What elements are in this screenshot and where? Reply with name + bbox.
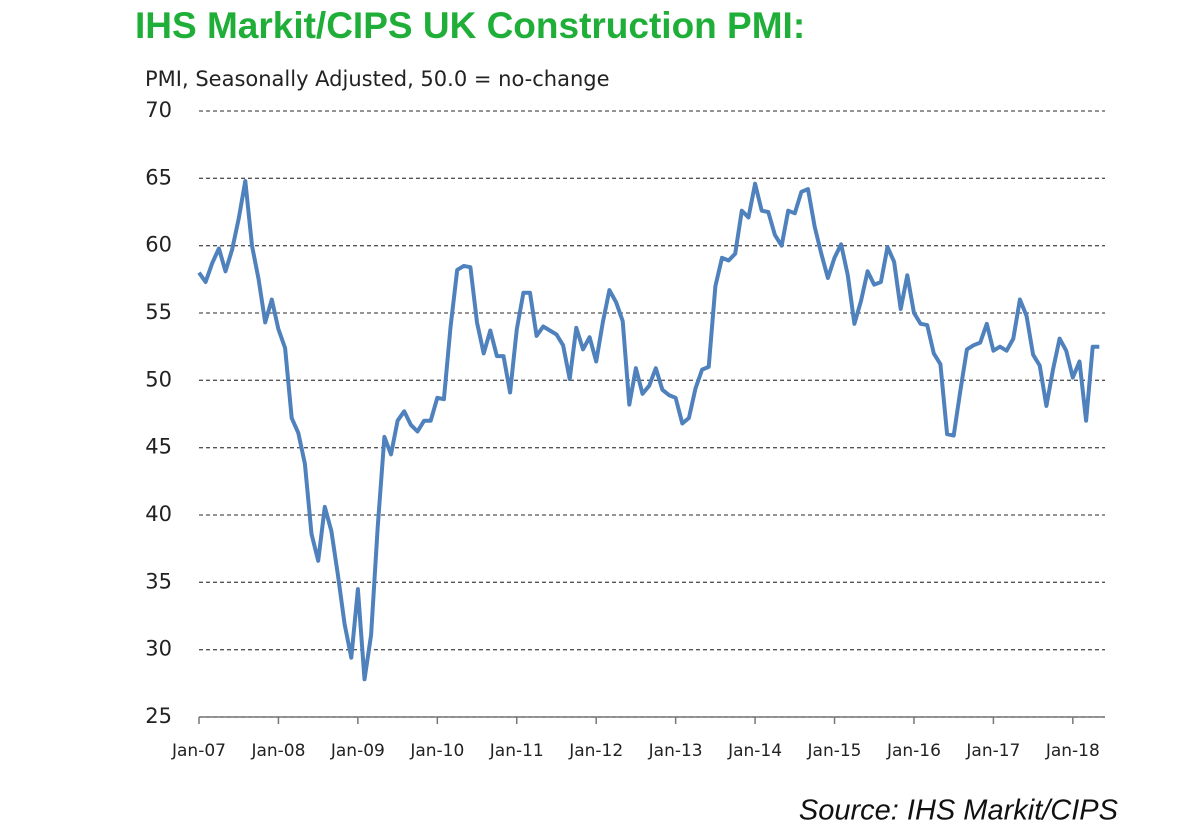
x-tick-label: Jan-18 — [1045, 741, 1100, 761]
x-tick-label: Jan-17 — [965, 741, 1020, 761]
y-tick-label: 30 — [145, 637, 172, 661]
x-tick-label: Jan-08 — [250, 741, 305, 761]
y-tick-label: 35 — [145, 569, 172, 593]
y-tick-label: 70 — [145, 98, 172, 122]
x-tick-label: Jan-12 — [568, 741, 623, 761]
y-tick-label: 50 — [145, 367, 172, 391]
data-line — [197, 179, 1100, 682]
y-tick-label: 25 — [145, 704, 172, 728]
y-tick-label: 45 — [145, 435, 172, 459]
x-tick-label: Jan-15 — [807, 741, 862, 761]
y-tick-label: 60 — [145, 233, 172, 257]
x-tick-label: Jan-14 — [727, 741, 782, 761]
x-tick-label: Jan-11 — [489, 741, 544, 761]
x-tick-label: Jan-16 — [886, 741, 941, 761]
y-tick-label: 40 — [145, 502, 172, 526]
source-note: Source: IHS Markit/CIPS — [799, 795, 1119, 827]
x-tick-label: Jan-13 — [648, 741, 703, 761]
chart-title: IHS Markit/CIPS UK Construction PMI: — [135, 5, 805, 46]
x-tick-label: Jan-10 — [409, 741, 464, 761]
x-tick-label: Jan-09 — [330, 741, 385, 761]
y-tick-label: 55 — [145, 300, 172, 324]
x-tick-label: Jan-07 — [171, 741, 226, 761]
chart-subtitle: PMI, Seasonally Adjusted, 50.0 = no-chan… — [145, 67, 610, 91]
y-tick-label: 65 — [145, 165, 172, 189]
